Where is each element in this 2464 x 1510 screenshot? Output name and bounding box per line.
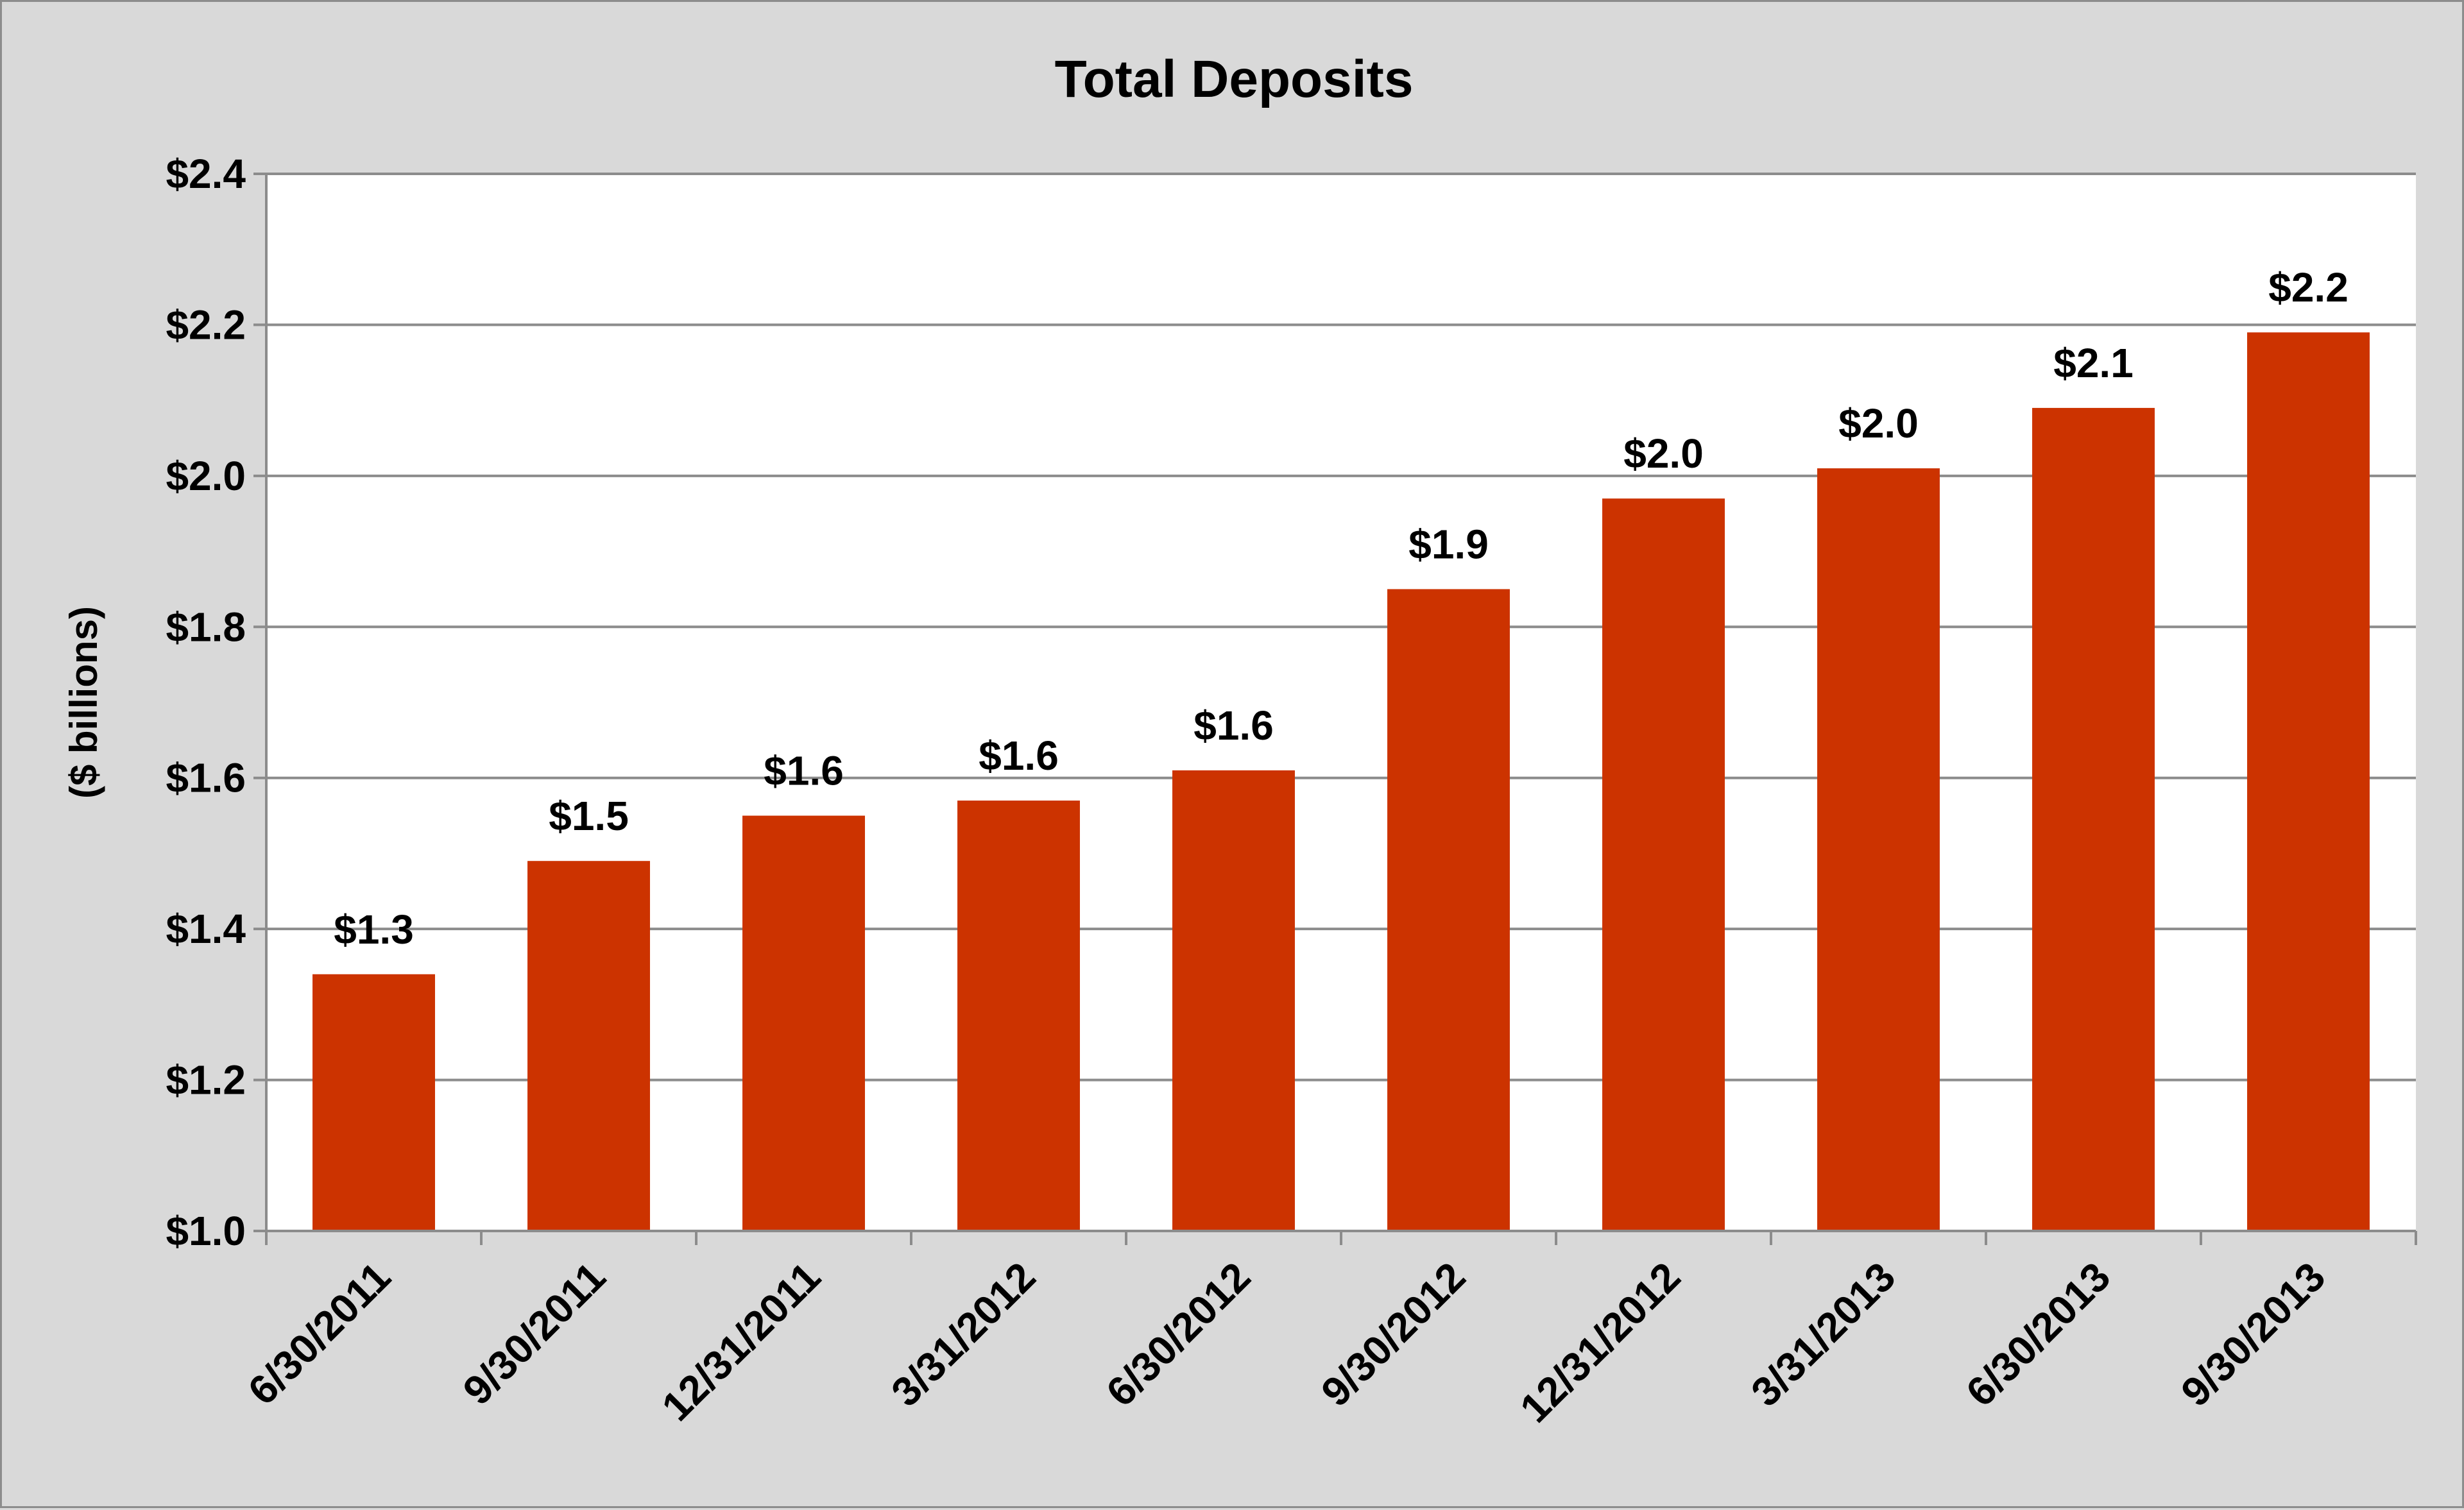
y-tick-labels: $1.0 $1.2 $1.4 $1.6 $1.8 $2.0 $2.2 $2.4: [166, 151, 246, 1254]
bar: [1172, 770, 1295, 1231]
y-tick-label: $2.2: [166, 301, 246, 348]
x-tick-label: 9/30/2012: [1312, 1253, 1474, 1415]
x-tick-label: 6/30/2013: [1957, 1253, 2119, 1415]
chart-title: Total Deposits: [1055, 50, 1414, 108]
data-label: $2.2: [2268, 264, 2348, 310]
bar: [2032, 407, 2155, 1231]
y-tick-label: $2.0: [166, 453, 246, 499]
bar: [2247, 332, 2370, 1232]
data-label: $2.1: [2053, 340, 2134, 386]
x-tick-label: 6/30/2011: [239, 1253, 400, 1414]
y-tick-label: $1.2: [166, 1057, 246, 1103]
data-labels: $1.3 $1.5 $1.6 $1.6 $1.6 $1.9 $2.0 $2.0 $2.1 $2.2: [334, 264, 2348, 953]
data-label: $1.6: [979, 733, 1059, 779]
bar: [312, 974, 435, 1231]
bar: [1602, 498, 1725, 1232]
bar: [742, 815, 865, 1231]
x-tick-labels: 6/30/2011 9/30/2011 12/31/2011 3/31/2012 6/3…: [239, 1253, 2334, 1431]
bar: [1817, 468, 1940, 1231]
x-tick-label: 12/31/2011: [653, 1253, 829, 1430]
data-label: $2.0: [1838, 400, 1919, 446]
bar: [1387, 589, 1510, 1231]
x-tick-label: 9/30/2013: [2172, 1253, 2334, 1415]
data-label: $1.6: [1194, 702, 1274, 749]
data-label: $2.0: [1623, 430, 1704, 477]
data-label: $1.5: [549, 793, 629, 839]
data-label: $1.6: [764, 748, 844, 794]
x-tick-label: 9/30/2011: [454, 1253, 615, 1414]
y-tick-label: $1.4: [166, 906, 246, 952]
x-tick-label: 6/30/2012: [1097, 1253, 1259, 1415]
y-tick-label: $2.4: [166, 151, 246, 197]
data-label: $1.9: [1408, 521, 1489, 567]
x-tick-label: 3/31/2013: [1742, 1253, 1904, 1415]
y-axis-label: ($ billions): [62, 606, 105, 799]
axes: [253, 173, 2417, 1245]
bar: [527, 861, 650, 1231]
y-tick-label: $1.6: [166, 755, 246, 801]
y-tick-label: $1.0: [166, 1208, 246, 1254]
bar: [957, 801, 1080, 1231]
x-tick-label: 3/31/2012: [882, 1253, 1044, 1415]
x-tick-label: 12/31/2012: [1511, 1253, 1689, 1431]
bars: [312, 332, 2370, 1232]
data-label: $1.3: [334, 906, 414, 953]
y-tick-label: $1.8: [166, 604, 246, 650]
